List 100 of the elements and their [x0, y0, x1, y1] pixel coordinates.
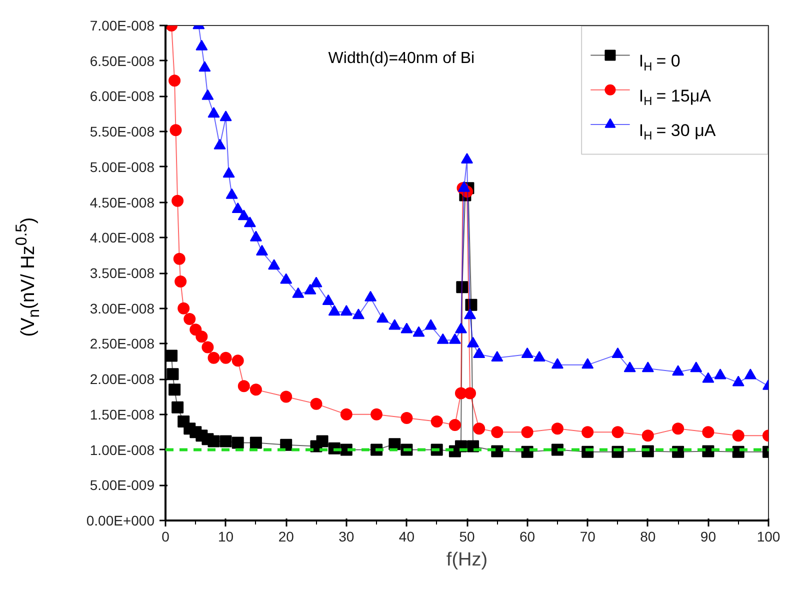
point — [672, 422, 684, 435]
point — [582, 426, 594, 438]
x-tick-label: 60 — [520, 528, 536, 544]
y-tick-label: 5.00E-009 — [90, 477, 155, 494]
point — [220, 435, 232, 448]
point — [208, 352, 220, 364]
point — [172, 194, 184, 207]
point — [465, 298, 478, 311]
y-tick-label: 4.50E-008 — [90, 194, 155, 210]
point — [220, 352, 232, 364]
y-tick-label: 3.50E-008 — [90, 265, 155, 281]
x-tick-label: 100 — [756, 528, 780, 544]
y-tick-label: 0.00E+000 — [86, 512, 155, 528]
point — [464, 308, 476, 320]
point — [232, 202, 244, 214]
point — [238, 210, 250, 220]
point — [364, 290, 377, 302]
x-tick-label: 30 — [338, 528, 354, 544]
point — [732, 430, 744, 442]
point — [448, 333, 461, 344]
point — [232, 354, 244, 367]
x-tick-label: 90 — [700, 528, 716, 544]
point — [220, 110, 232, 122]
y-tick-label: 2.50E-008 — [90, 336, 155, 352]
y-tick-label: 5.00E-008 — [90, 158, 155, 175]
x-tick-label: 40 — [398, 528, 415, 544]
point — [196, 40, 208, 50]
y-tick-label: 6.50E-008 — [90, 52, 155, 69]
point — [714, 368, 726, 380]
x-axis-title: f(Hz) — [446, 550, 488, 570]
point — [214, 138, 226, 150]
point — [690, 362, 702, 372]
point — [202, 89, 214, 100]
point — [448, 419, 461, 432]
point — [340, 408, 352, 420]
point — [208, 435, 220, 448]
point — [642, 430, 654, 442]
point — [352, 308, 364, 320]
point — [672, 365, 684, 376]
point — [582, 358, 594, 369]
y-tick-label: 1.00E-008 — [90, 442, 155, 458]
point — [310, 276, 322, 288]
point — [467, 336, 480, 348]
point — [612, 347, 624, 358]
point — [456, 281, 468, 294]
y-tick-label: 6.00E-008 — [90, 88, 155, 104]
annotation: Width(d)=40nm of Bi — [328, 50, 475, 67]
point — [250, 384, 262, 396]
x-tick-label: 20 — [278, 528, 294, 544]
point — [174, 275, 187, 288]
point — [521, 347, 534, 358]
point — [454, 322, 467, 334]
point — [166, 368, 179, 380]
point — [400, 322, 413, 334]
point — [328, 305, 340, 316]
point — [376, 312, 389, 323]
point — [178, 302, 190, 314]
point — [250, 436, 262, 449]
point — [292, 287, 304, 298]
point — [202, 341, 214, 354]
x-tick-label: 80 — [640, 528, 656, 544]
point — [400, 412, 413, 424]
point — [551, 422, 564, 435]
point — [280, 273, 292, 284]
point — [316, 435, 328, 448]
point — [168, 384, 181, 396]
point — [232, 436, 244, 449]
point — [370, 408, 383, 420]
point — [196, 330, 208, 343]
x-tick-label: 70 — [580, 528, 596, 544]
x-tick-label: 0 — [162, 528, 170, 544]
x-tick-label: 10 — [218, 528, 234, 544]
point — [436, 333, 449, 344]
point — [551, 358, 564, 369]
point — [173, 252, 186, 265]
point — [322, 294, 334, 305]
point — [424, 319, 437, 330]
y-tick-label: 4.00E-008 — [90, 230, 155, 246]
point — [268, 259, 280, 270]
point — [310, 398, 322, 410]
point — [238, 380, 250, 392]
point — [388, 319, 401, 330]
point — [412, 326, 425, 337]
point — [280, 390, 292, 403]
y-tick-label: 3.00E-008 — [90, 300, 155, 316]
point — [612, 426, 624, 438]
point — [172, 401, 184, 414]
point — [184, 312, 196, 325]
point — [624, 362, 636, 372]
point — [340, 305, 352, 316]
y-tick-label: 2.00E-008 — [90, 371, 155, 388]
y-tick-label: 5.50E-008 — [90, 124, 155, 140]
point — [533, 351, 546, 362]
point — [521, 426, 534, 438]
point — [464, 387, 476, 400]
point — [226, 188, 238, 199]
point — [461, 153, 473, 164]
point — [208, 107, 220, 118]
point — [166, 350, 178, 362]
point — [744, 368, 756, 380]
